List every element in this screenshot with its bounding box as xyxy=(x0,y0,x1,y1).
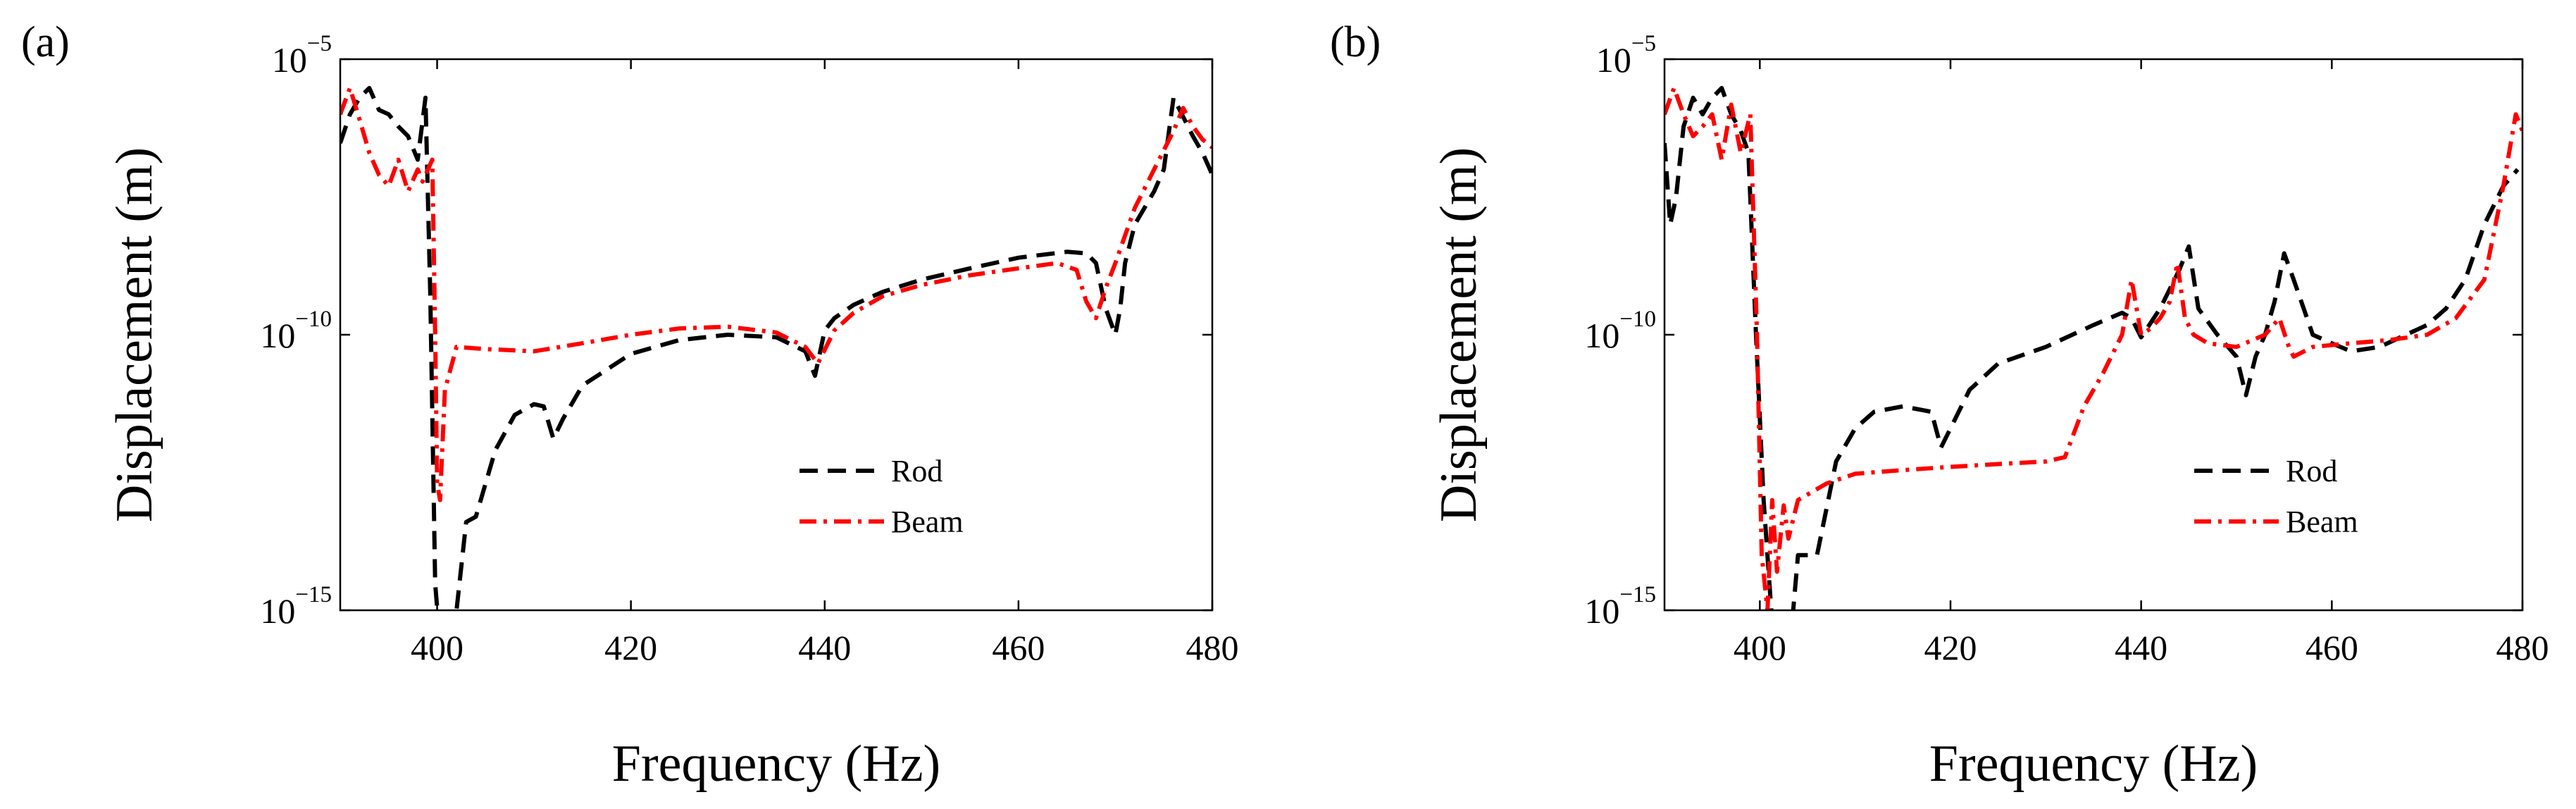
y-tick-label: 10−10 xyxy=(1584,307,1656,355)
y-tick-label: 10−10 xyxy=(260,307,332,355)
legend-label-rod: Rod xyxy=(891,454,942,488)
x-tick-label: 480 xyxy=(1186,628,1239,667)
panel-b: 400 420 440 460 480 10−15 10−10 10−5 Frequency (… xyxy=(1330,18,2549,793)
plot-frame xyxy=(1663,58,2524,612)
y-tick-label: 10−15 xyxy=(260,582,332,631)
y-axis-label: Displacement (m) xyxy=(106,147,163,522)
legend-label-rod: Rod xyxy=(2286,454,2337,488)
y-tick-label: 10−5 xyxy=(1596,31,1656,80)
legend-label-beam: Beam xyxy=(891,505,964,539)
series-line-beam xyxy=(1665,85,2522,610)
x-axis-label: Frequency (Hz) xyxy=(1929,735,2258,793)
x-tick-label: 440 xyxy=(798,628,851,667)
x-tick-label: 460 xyxy=(992,628,1045,667)
series-line-rod xyxy=(340,85,1212,610)
x-tick-label: 440 xyxy=(2115,628,2167,667)
legend: Rod Beam xyxy=(2194,454,2358,539)
y-tick-label: 10−15 xyxy=(1584,582,1656,631)
y-tick-label: 10−5 xyxy=(272,31,332,80)
y-axis-label: Displacement (m) xyxy=(1430,147,1488,522)
series-line-rod xyxy=(1665,85,2520,610)
panel-a: 400 420 440 460 480 10−15 10−10 10−5 Frequency (… xyxy=(21,18,1239,793)
panel-label: (b) xyxy=(1330,18,1381,66)
legend: Rod Beam xyxy=(799,454,964,539)
x-tick-label: 420 xyxy=(604,628,657,667)
x-tick-label: 400 xyxy=(411,628,463,667)
legend-label-beam: Beam xyxy=(2286,505,2358,539)
x-tick-label: 480 xyxy=(2496,628,2549,667)
x-tick-label: 400 xyxy=(1734,628,1786,667)
panel-label: (a) xyxy=(21,18,70,66)
x-tick-label: 420 xyxy=(1924,628,1977,667)
x-tick-label: 460 xyxy=(2306,628,2358,667)
x-axis-label: Frequency (Hz) xyxy=(612,735,940,793)
series-line-beam xyxy=(340,85,1212,502)
